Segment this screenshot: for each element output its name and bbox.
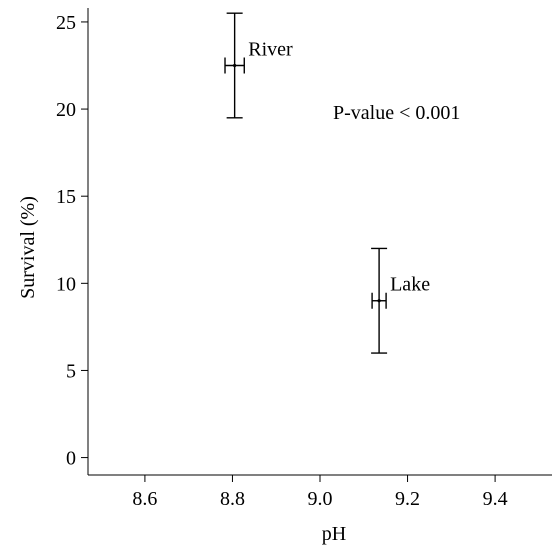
p-value-annotation: P-value < 0.001 [333, 102, 460, 124]
y-tick-label: 25 [56, 12, 76, 34]
x-tick-label: 8.8 [220, 488, 245, 510]
x-tick-label: 8.6 [132, 488, 157, 510]
y-axis-title: Survival (%) [17, 196, 39, 299]
axes [87, 8, 552, 476]
x-tick-label: 9.4 [483, 488, 508, 510]
y-tick-label: 20 [56, 99, 76, 121]
point-marker [377, 299, 381, 303]
y-tick-label: 10 [56, 273, 76, 295]
point-marker [233, 63, 237, 68]
data-point-lake: Lake [371, 247, 430, 354]
x-tick-label: 9.0 [308, 488, 333, 510]
y-tick-label: 0 [66, 448, 76, 470]
x-tick-label: 9.2 [395, 488, 420, 510]
y-tick-label: 15 [56, 186, 76, 208]
point-label: River [248, 39, 293, 61]
y-tick-label: 5 [66, 360, 76, 382]
x-ticks: 8.6 8.8 9.0 9.2 9.4 [132, 475, 508, 510]
point-label: Lake [390, 274, 430, 296]
y-ticks: 0 5 10 15 20 25 [56, 12, 88, 470]
data-point-river: River [224, 12, 293, 119]
x-axis-title: pH [322, 523, 346, 545]
data-points: River Lake [224, 12, 430, 354]
